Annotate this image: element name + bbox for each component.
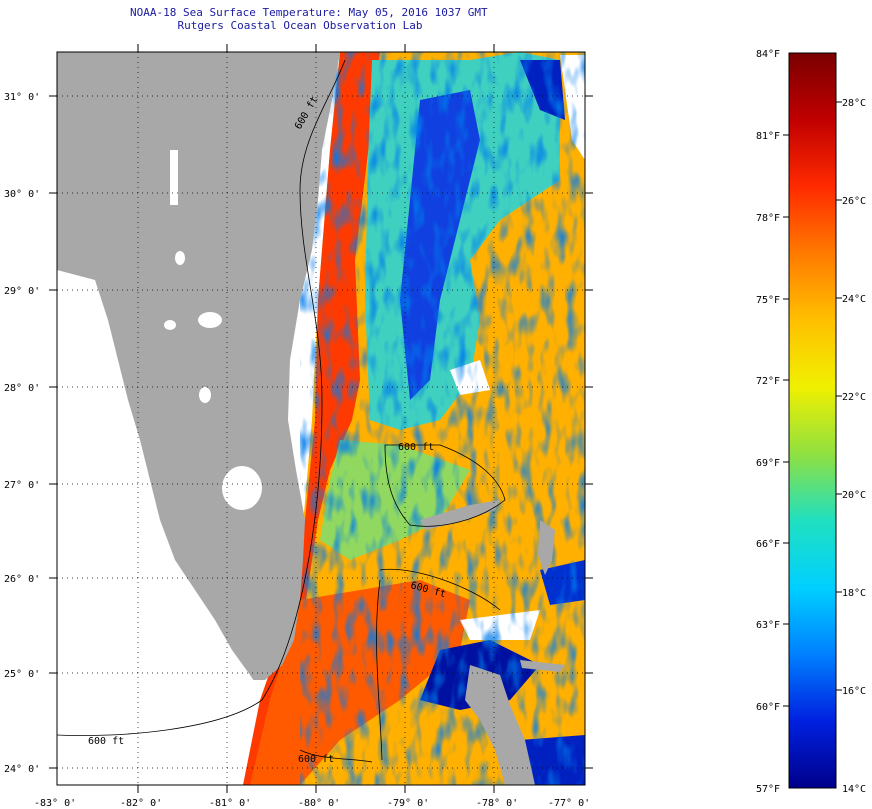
cb-c-26: 26°C: [842, 196, 866, 207]
cb-c-14: 14°C: [842, 784, 866, 795]
colorbar: [788, 52, 837, 789]
latitude-labels: 31° 0' 30° 0' 29° 0' 28° 0' 27° 0' 26° 0…: [4, 92, 40, 775]
cb-f-84: 84°F: [756, 49, 780, 60]
lake-small: [164, 320, 176, 330]
lon-label-82: -82° 0': [120, 798, 162, 809]
lake-okeechobee: [222, 466, 262, 510]
cb-f-57: 57°F: [756, 784, 780, 795]
cb-c-16: 16°C: [842, 686, 866, 697]
contour-east-florida: [56, 59, 346, 736]
lon-label-83: -83° 0': [34, 798, 76, 809]
longitude-labels: -83° 0' -82° 0' -81° 0' -80° 0' -79° 0' …: [34, 798, 590, 809]
lat-label-25: 25° 0': [4, 669, 40, 680]
contour-label-4: 600 ft: [88, 736, 124, 747]
cb-c-20: 20°C: [842, 490, 866, 501]
andros-island: [465, 665, 535, 785]
lat-label-31: 31° 0': [4, 92, 40, 103]
colorbar-ticks: [783, 101, 842, 707]
cb-f-63: 63°F: [756, 620, 780, 631]
cb-c-24: 24°C: [842, 294, 866, 305]
cb-f-60: 60°F: [756, 702, 780, 713]
lake-cluster: [198, 312, 222, 328]
cb-c-22: 22°C: [842, 392, 866, 403]
title-line-2: Rutgers Coastal Ocean Observation Lab: [177, 19, 423, 32]
map-frame-border: [56, 51, 586, 786]
title-line-1: NOAA-18 Sea Surface Temperature: May 05,…: [130, 6, 488, 19]
cb-f-81: 81°F: [756, 131, 780, 142]
florida-landmass: [57, 52, 340, 680]
cb-c-28: 28°C: [842, 98, 866, 109]
lon-label-80: -80° 0': [298, 798, 340, 809]
depth-contours-600ft: [56, 59, 506, 763]
lat-label-29: 29° 0': [4, 286, 40, 297]
cb-f-75: 75°F: [756, 295, 780, 306]
graticule-grid: [57, 52, 585, 785]
lake-north: [170, 150, 178, 205]
frame-tick-marks: [49, 44, 593, 793]
gulf-of-mexico: [57, 270, 260, 725]
colorbar-fahrenheit-labels: 84°F 81°F 78°F 75°F 72°F 69°F 66°F 63°F …: [756, 49, 780, 795]
map-title: NOAA-18 Sea Surface Temperature: May 05,…: [130, 6, 488, 32]
lat-label-26: 26° 0': [4, 574, 40, 585]
colorbar-celsius-labels: 28°C 26°C 24°C 22°C 20°C 18°C 16°C 14°C: [842, 98, 866, 795]
lat-label-30: 30° 0': [4, 189, 40, 200]
contour-cay-sal: [376, 568, 501, 761]
contour-bahama-bank: [384, 444, 506, 527]
sst-data-layer: [57, 52, 585, 785]
sst-noise-texture: [300, 52, 585, 785]
cb-c-18: 18°C: [842, 588, 866, 599]
contour-label-2: 600 ft: [398, 442, 434, 453]
cb-f-72: 72°F: [756, 376, 780, 387]
lat-label-27: 27° 0': [4, 480, 40, 491]
contour-south: [299, 749, 373, 763]
lake-central: [175, 251, 185, 265]
lake-kissimmee: [199, 387, 211, 403]
lon-label-77: -77° 0': [548, 798, 590, 809]
cb-f-69: 69°F: [756, 458, 780, 469]
cb-f-66: 66°F: [756, 539, 780, 550]
lat-label-28: 28° 0': [4, 383, 40, 394]
contour-label-5: 600 ft: [298, 754, 334, 765]
keys-island-1: [520, 660, 565, 672]
lat-label-24: 24° 0': [4, 764, 40, 775]
cb-f-78: 78°F: [756, 213, 780, 224]
lon-label-79: -79° 0': [387, 798, 429, 809]
lon-label-81: -81° 0': [209, 798, 251, 809]
lon-label-78: -78° 0': [476, 798, 518, 809]
grand-bahama-island: [420, 500, 500, 530]
abaco-island: [538, 520, 555, 575]
